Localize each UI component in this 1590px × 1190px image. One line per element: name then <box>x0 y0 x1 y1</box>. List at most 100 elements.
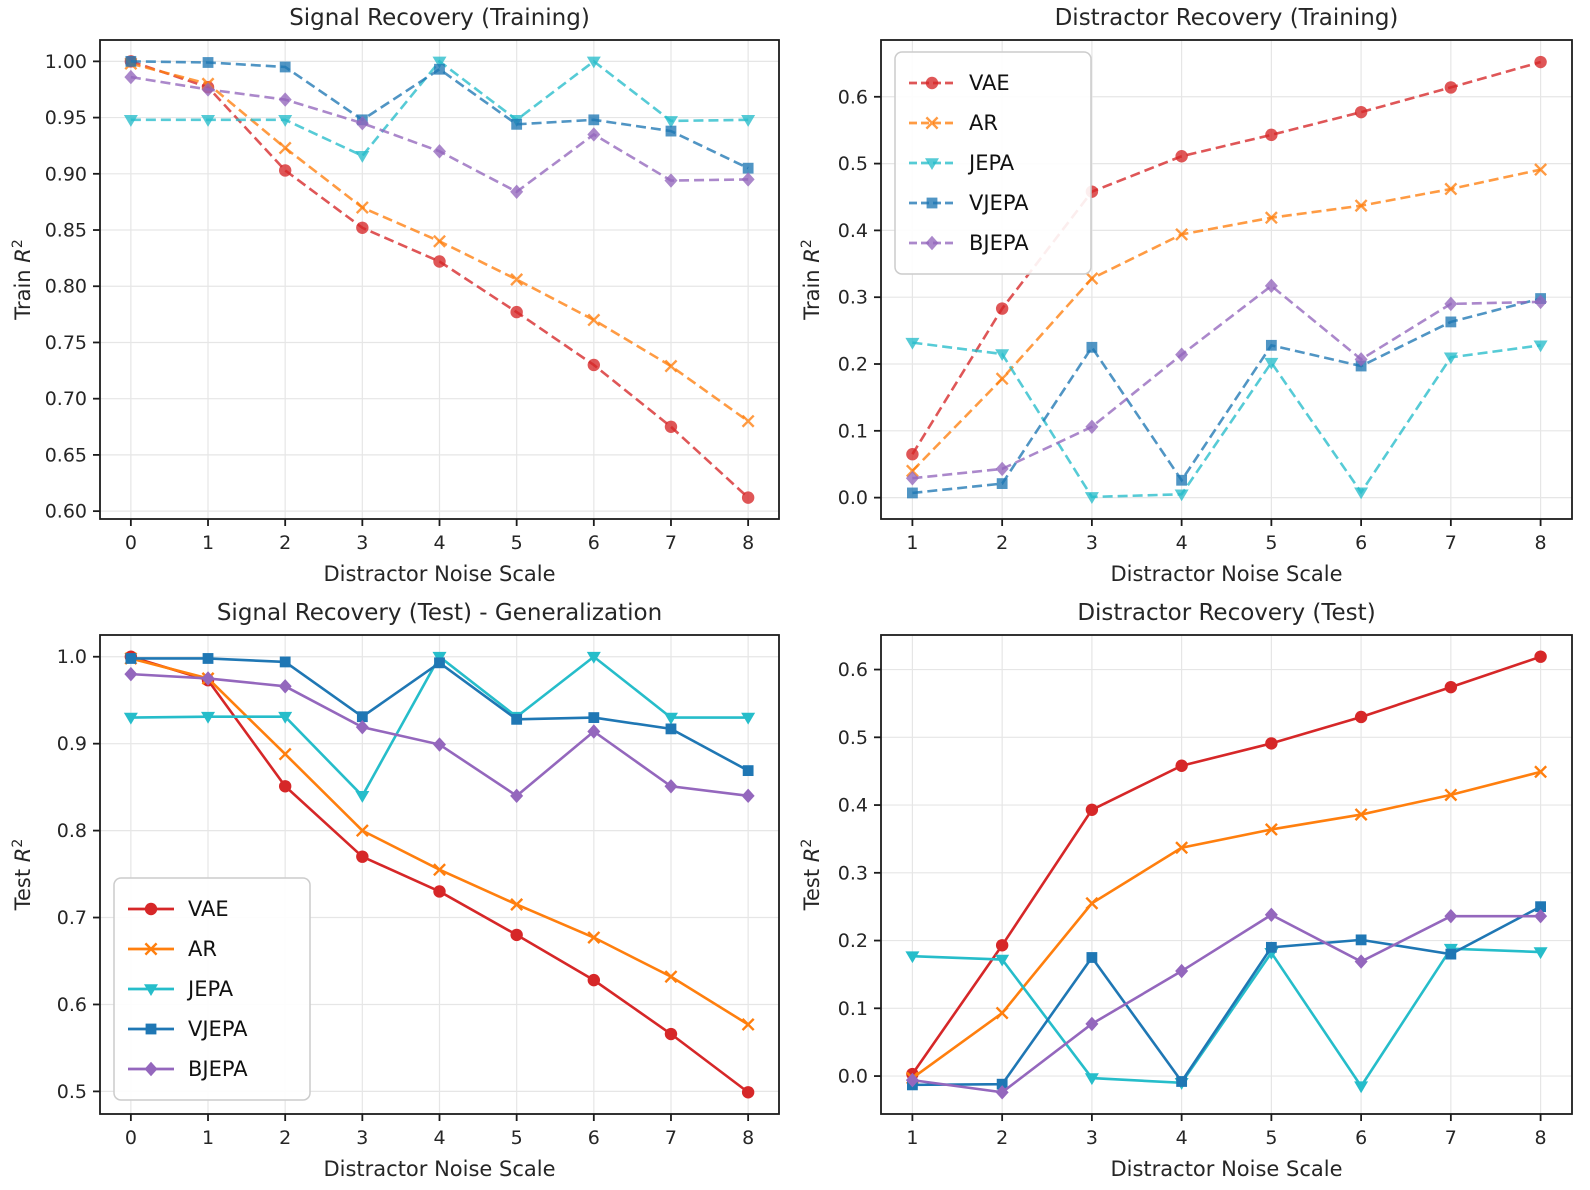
y-tick-label: 0.5 <box>838 153 868 175</box>
marker-triangle-down <box>355 151 370 163</box>
y-tick-label: 0.6 <box>57 994 87 1016</box>
marker-x <box>995 1006 1009 1020</box>
series-line-bjepa <box>912 284 1541 480</box>
y-tick-label: 0.8 <box>57 820 87 842</box>
marker-x <box>1175 841 1189 855</box>
x-tick-label: 2 <box>996 1127 1008 1149</box>
marker-circle <box>510 928 523 942</box>
series-line-jepa <box>912 341 1541 499</box>
marker-square <box>1086 341 1098 353</box>
marker-x <box>1354 199 1368 213</box>
marker-circle <box>1534 650 1547 663</box>
marker-diamond <box>433 737 446 752</box>
marker-x <box>1354 808 1368 821</box>
marker-x <box>1444 788 1458 802</box>
marker-triangle-down <box>278 115 293 127</box>
marker-x <box>433 863 446 877</box>
marker-x <box>144 942 158 956</box>
x-tick-label: 2 <box>279 1127 291 1149</box>
marker-square <box>1176 474 1188 486</box>
x-tick-label: 7 <box>1445 1127 1457 1149</box>
marker-square <box>279 61 291 73</box>
x-tick-label: 4 <box>1176 1127 1188 1149</box>
marker-circle <box>144 902 158 916</box>
y-tick-label: 0.2 <box>838 354 868 376</box>
marker-x <box>664 970 678 984</box>
marker-circle <box>741 1086 755 1099</box>
marker-square <box>665 125 677 137</box>
marker-square <box>279 656 291 668</box>
marker-square <box>996 478 1008 489</box>
marker-x <box>510 898 524 911</box>
marker-diamond <box>1175 347 1189 362</box>
y-tick-label: 0.3 <box>838 862 868 884</box>
marker-x <box>278 141 292 155</box>
marker-x <box>433 234 446 248</box>
marker-circle <box>995 939 1009 952</box>
marker-square <box>202 653 214 664</box>
y-tick-label: 0.9 <box>57 733 87 755</box>
marker-diamond <box>124 69 138 85</box>
marker-circle <box>1354 710 1368 724</box>
marker-x <box>1085 272 1099 285</box>
series-line-jepa <box>912 947 1541 1089</box>
chart-distractor-recovery-training: 1 2 3 4 5 6 7 8 0.0 0.1 0.2 0.3 0.4 0.5 0.6 Distractor … <box>795 0 1590 595</box>
marker-diamond <box>201 671 215 686</box>
marker-circle <box>278 780 292 793</box>
marker-diamond <box>741 172 755 187</box>
marker-square <box>1445 316 1457 328</box>
legend-label-bjepa: BJEPA <box>188 1057 248 1081</box>
marker-triangle-down <box>1264 357 1279 370</box>
marker-x <box>1534 163 1548 177</box>
marker-diamond <box>995 461 1009 477</box>
marker-diamond <box>355 719 369 735</box>
chart-distractor-recovery-test: 1 2 3 4 5 6 7 8 0.0 0.1 0.2 0.3 0.4 0.5 0.6 Distractor … <box>795 595 1590 1190</box>
marker-x <box>995 372 1009 386</box>
marker-diamond <box>1264 278 1278 294</box>
marker-x <box>587 313 601 327</box>
x-tick-label: 8 <box>742 1127 754 1149</box>
marker-diamond <box>1354 352 1368 367</box>
marker-x <box>587 931 601 944</box>
marker-triangle-down <box>586 651 601 664</box>
chart-signal-recovery-training: 0 1 2 3 4 5 6 7 8 0.60 0.65 0.70 0.75 0.80 0.85 0.90 0.9… <box>0 0 795 595</box>
marker-triangle-down <box>1354 1081 1369 1094</box>
series-line-vjepa <box>130 60 749 170</box>
x-tick-label: 4 <box>433 532 445 554</box>
chart-title: Distractor Recovery (Test) <box>1077 600 1375 626</box>
marker-square <box>742 765 754 777</box>
marker-triangle-down <box>1174 489 1189 502</box>
x-tick-label: 7 <box>665 532 677 554</box>
y-tick-label: 0.4 <box>838 795 868 817</box>
legend-label-jepa: JEPA <box>967 151 1015 175</box>
legend: VAE AR JEPA VJEPA BJEPA <box>894 51 1092 275</box>
y-tick-label: 0.70 <box>45 388 87 410</box>
marker-square <box>665 723 677 735</box>
y-tick-label: 0.1 <box>838 420 868 442</box>
marker-circle <box>741 491 755 504</box>
marker-diamond <box>1534 294 1548 310</box>
marker-triangle-down <box>741 712 756 725</box>
marker-square <box>1086 952 1098 963</box>
marker-circle <box>664 420 678 433</box>
series-line-vjepa <box>912 905 1542 1087</box>
marker-triangle-down <box>1443 352 1458 365</box>
y-axis-label: Train R2 <box>799 239 824 321</box>
x-axis-label: Distractor Noise Scale <box>323 562 555 586</box>
x-tick-label: 6 <box>1355 1127 1367 1149</box>
marker-x <box>1444 182 1458 196</box>
marker-square <box>511 118 523 130</box>
marker-square <box>202 57 214 68</box>
marker-diamond <box>201 82 215 97</box>
series-line-vae <box>911 60 1541 455</box>
marker-diamond <box>905 471 919 486</box>
marker-triangle-down <box>201 711 216 724</box>
x-tick-label: 7 <box>1445 532 1457 554</box>
marker-diamond <box>355 116 369 131</box>
marker-triangle-down <box>663 116 678 128</box>
y-tick-label: 0.3 <box>838 287 868 309</box>
y-tick-label: 0.0 <box>838 1066 868 1088</box>
series-line-ar <box>911 770 1541 1080</box>
y-tick-label: 0.4 <box>838 220 868 242</box>
marker-x <box>278 747 292 761</box>
